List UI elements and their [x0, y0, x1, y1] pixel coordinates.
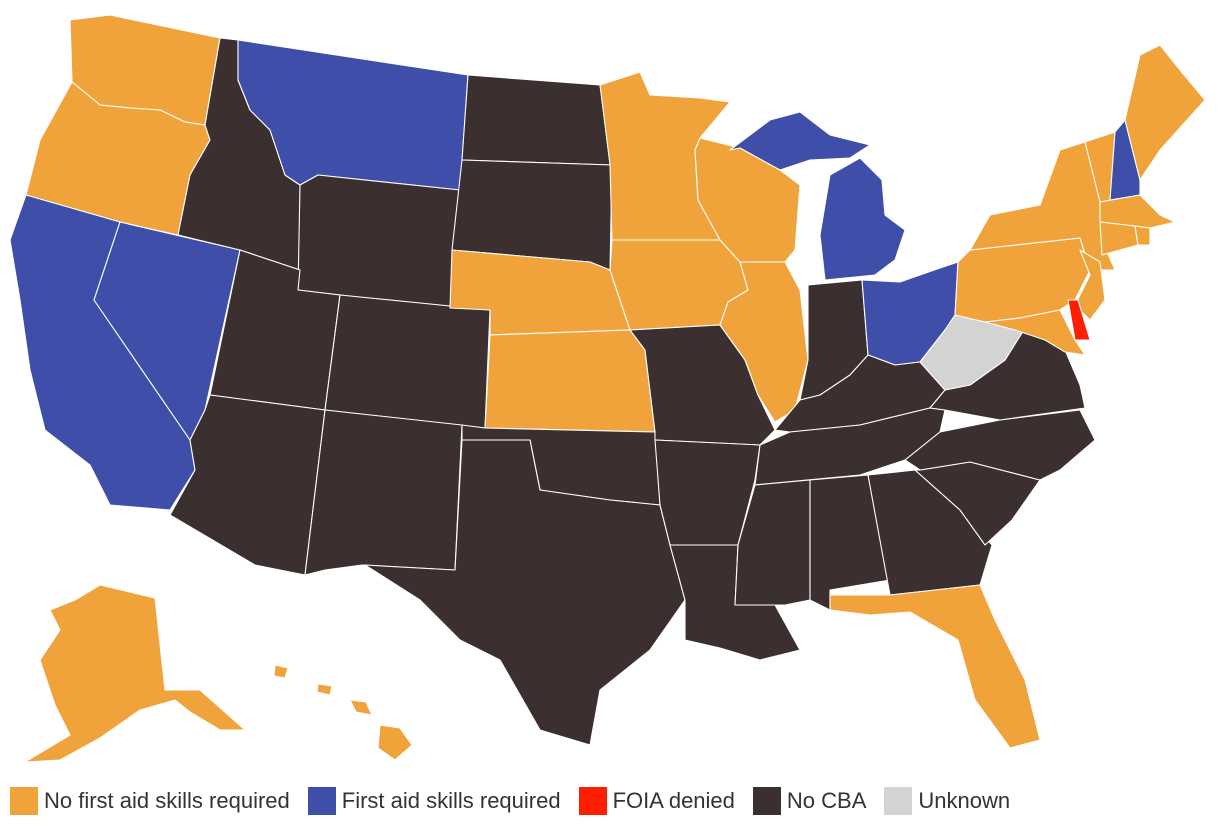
legend-item-first-aid: First aid skills required [307, 787, 561, 815]
legend-swatch [307, 787, 336, 815]
state-illinois[interactable] [719, 261, 809, 423]
state-new-jersey[interactable] [1074, 249, 1106, 321]
legend-label: FOIA denied [612, 788, 735, 813]
legend-swatch [10, 787, 38, 815]
state-michigan-lower[interactable] [819, 157, 906, 281]
legend-swatch [752, 787, 781, 815]
state-hawaii[interactable] [273, 664, 413, 761]
us-states-map [9, 14, 1206, 763]
state-maine[interactable] [1124, 44, 1206, 181]
state-delaware[interactable] [1067, 299, 1091, 341]
state-kansas[interactable] [484, 329, 656, 433]
state-texas[interactable] [364, 439, 686, 746]
state-alaska[interactable] [24, 584, 246, 763]
state-rhode-island[interactable] [1134, 225, 1151, 246]
legend-swatch [884, 787, 913, 815]
state-wyoming[interactable] [297, 174, 461, 309]
map-legend: No first aid skills required First aid s… [10, 785, 1028, 817]
legend-label: First aid skills required [341, 788, 561, 813]
state-maryland[interactable] [984, 309, 1086, 356]
state-florida[interactable] [829, 584, 1041, 749]
legend-item-no-first-aid: No first aid skills required [10, 787, 290, 815]
legend-item-no-cba: No CBA [752, 787, 867, 815]
state-new-mexico[interactable] [304, 409, 463, 576]
state-new-hampshire[interactable] [1109, 119, 1141, 201]
state-colorado[interactable] [324, 294, 491, 429]
legend-item-foia-denied: FOIA denied [578, 787, 735, 815]
legend-label: No first aid skills required [44, 788, 290, 813]
state-north-carolina[interactable] [904, 409, 1096, 481]
legend-swatch [578, 787, 607, 815]
state-connecticut[interactable] [1099, 221, 1139, 256]
legend-item-unknown: Unknown [884, 787, 1010, 815]
legend-label: No CBA [786, 788, 867, 813]
state-michigan-upper[interactable] [729, 111, 871, 171]
state-north-dakota[interactable] [461, 74, 613, 166]
legend-label: Unknown [918, 788, 1011, 813]
